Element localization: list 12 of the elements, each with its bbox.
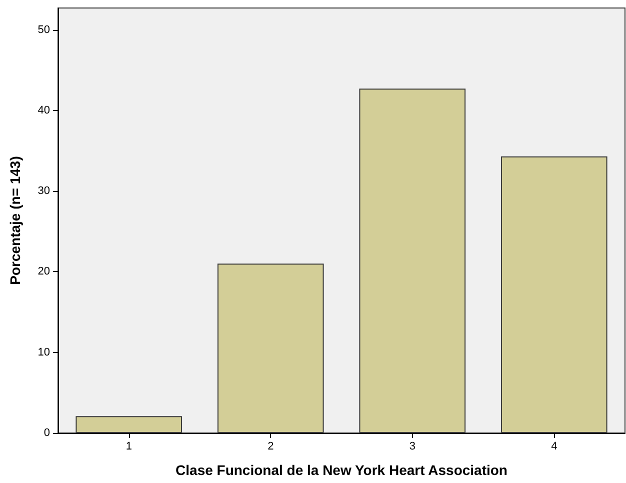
x-tick-label: 4 <box>551 440 558 452</box>
y-tick-label: 10 <box>38 346 50 358</box>
x-tick-label: 3 <box>409 440 416 452</box>
y-tick-label: 30 <box>38 185 50 198</box>
y-tick-label: 50 <box>38 24 50 36</box>
y-axis-title: Porcentaje (n= 143) <box>7 156 23 285</box>
y-tick-label: 0 <box>44 427 50 439</box>
x-tick-label: 1 <box>126 440 132 452</box>
x-tick-label: 2 <box>268 440 274 452</box>
y-tick-label: 20 <box>38 266 50 278</box>
y-tick-label: 40 <box>38 104 50 116</box>
x-axis-title: Clase Funcional de la New York Heart Association <box>176 462 508 478</box>
